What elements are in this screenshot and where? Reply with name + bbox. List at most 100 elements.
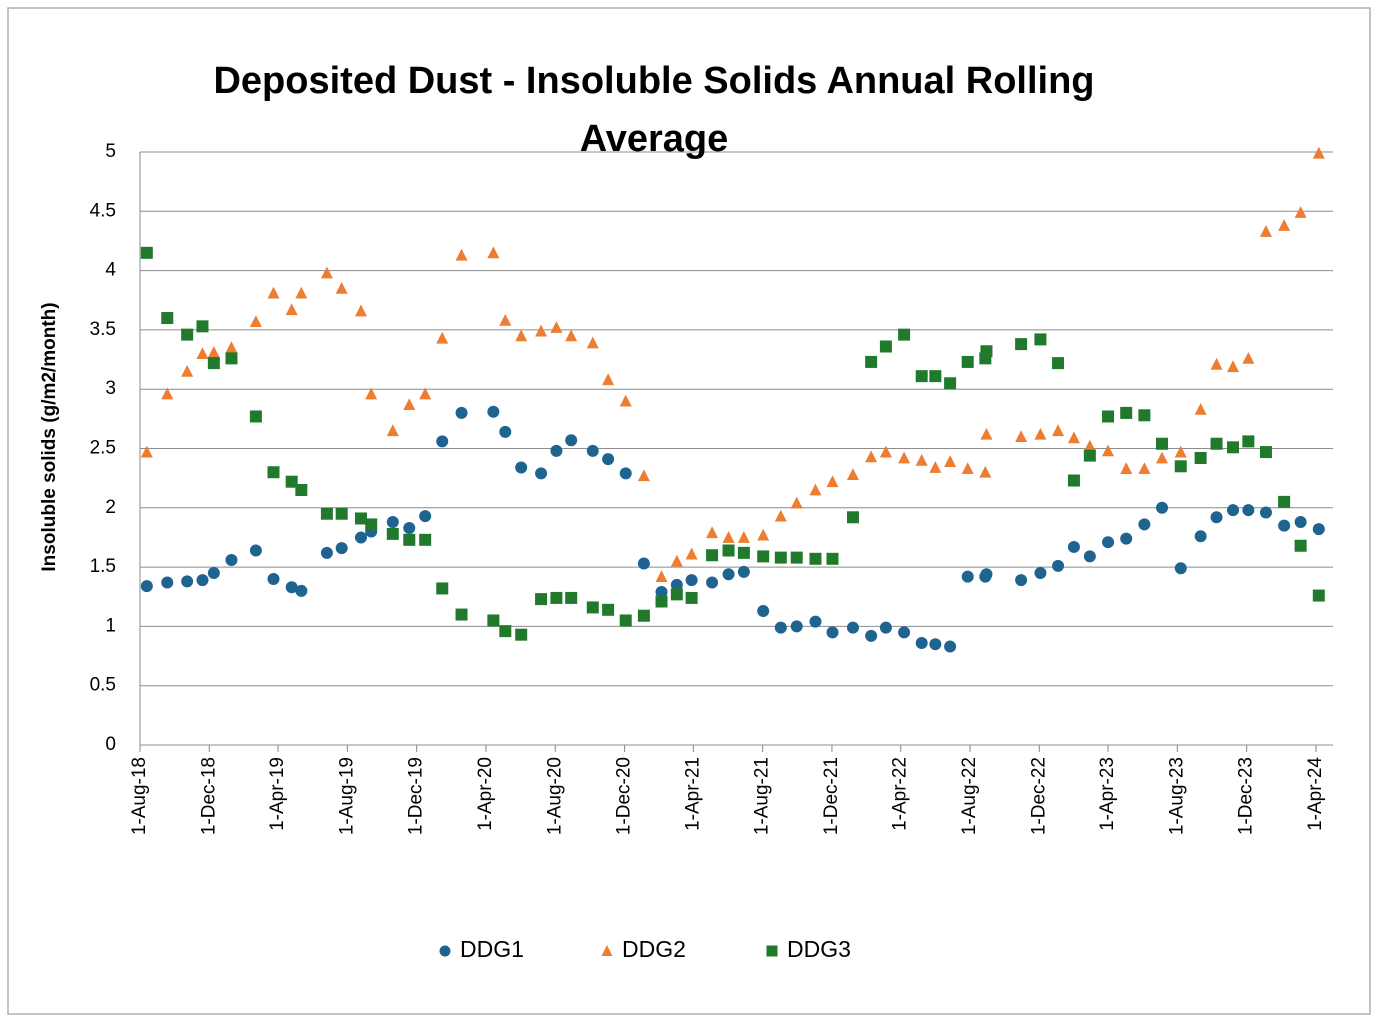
data-point <box>225 341 238 354</box>
data-point <box>602 373 615 386</box>
data-point <box>1067 474 1080 487</box>
data-point <box>790 551 803 564</box>
data-point <box>1259 225 1272 237</box>
data-point <box>1242 504 1255 517</box>
data-point <box>774 509 787 522</box>
data-point <box>1034 333 1047 346</box>
data-point <box>487 246 500 259</box>
x-tick-label: 1-Aug-22 <box>959 757 980 835</box>
data-point <box>386 527 399 540</box>
data-point <box>774 551 787 564</box>
data-point <box>1083 550 1096 563</box>
data-point <box>655 570 668 582</box>
data-point <box>706 576 719 589</box>
x-tick-label: 1-Apr-22 <box>890 757 911 831</box>
x-tick-label: 1-Apr-21 <box>682 757 703 831</box>
data-point <box>365 387 378 400</box>
y-tick-label: 4.5 <box>90 200 116 221</box>
x-tick-label: 1-Dec-19 <box>406 757 427 835</box>
data-point <box>1312 589 1325 602</box>
data-point <box>181 365 194 377</box>
data-point <box>436 435 449 448</box>
data-point <box>267 466 280 479</box>
data-point <box>826 626 839 639</box>
y-tick-label: 3.5 <box>90 319 116 340</box>
data-point <box>1067 540 1080 553</box>
data-point <box>487 405 500 418</box>
data-point <box>944 455 957 467</box>
data-point <box>737 531 750 543</box>
data-point <box>225 352 238 365</box>
data-point <box>565 329 578 342</box>
data-point <box>535 324 548 337</box>
y-tick-label: 2 <box>105 497 116 518</box>
data-point <box>737 565 750 578</box>
data-point <box>515 329 528 342</box>
data-point <box>207 567 220 580</box>
data-point <box>1015 430 1028 443</box>
data-point <box>865 450 878 463</box>
x-tick-label: 1-Dec-18 <box>198 757 219 835</box>
data-point <box>499 314 512 326</box>
data-point <box>1156 437 1169 450</box>
data-point <box>737 546 750 559</box>
data-point <box>196 347 209 360</box>
data-point <box>685 547 698 560</box>
data-point <box>670 588 683 601</box>
data-point <box>961 462 974 475</box>
data-point <box>295 484 308 497</box>
data-point <box>1312 523 1325 536</box>
data-point <box>1138 462 1151 475</box>
data-point <box>225 553 238 566</box>
data-point <box>961 355 974 368</box>
data-point <box>161 576 174 589</box>
data-point <box>1174 562 1187 575</box>
x-tick-label: 1-Dec-21 <box>821 757 842 835</box>
x-tick-label: 1-Apr-20 <box>475 757 496 831</box>
data-point <box>826 552 839 565</box>
data-point <box>140 580 153 593</box>
data-point <box>602 603 615 616</box>
data-point <box>655 586 668 599</box>
data-point <box>1259 506 1272 519</box>
y-tick-label: 3 <box>105 378 116 399</box>
data-point <box>1156 501 1169 514</box>
data-point <box>1174 445 1187 458</box>
data-point <box>826 475 839 488</box>
data-point <box>565 591 578 604</box>
data-point <box>1278 219 1291 231</box>
data-point <box>586 444 599 457</box>
data-point <box>455 248 468 261</box>
data-point <box>879 340 892 353</box>
data-point <box>403 533 416 546</box>
data-point <box>619 394 632 407</box>
data-point <box>757 604 770 617</box>
data-point <box>637 609 650 622</box>
data-point <box>1294 539 1307 552</box>
x-tick-label: 1-Dec-20 <box>614 757 635 835</box>
data-point <box>196 320 209 333</box>
data-point <box>1242 435 1255 448</box>
data-point <box>550 321 563 333</box>
data-point <box>550 444 563 457</box>
data-point <box>499 625 512 638</box>
x-tick-label: 1-Aug-20 <box>544 757 565 835</box>
data-point <box>1015 338 1028 351</box>
y-tick-label: 0 <box>105 734 116 755</box>
data-point <box>419 510 432 523</box>
data-point <box>249 544 262 557</box>
data-point <box>790 620 803 633</box>
data-point <box>619 614 632 627</box>
data-point <box>1278 495 1291 508</box>
data-point <box>685 591 698 604</box>
y-tick-label: 1.5 <box>90 556 116 577</box>
data-point <box>436 331 449 344</box>
data-point <box>722 544 735 557</box>
data-point <box>722 531 735 543</box>
data-point <box>1174 460 1187 473</box>
data-point <box>285 581 298 594</box>
data-point <box>267 572 280 585</box>
data-point <box>1210 357 1223 370</box>
data-point <box>1034 427 1047 440</box>
data-point <box>879 445 892 458</box>
